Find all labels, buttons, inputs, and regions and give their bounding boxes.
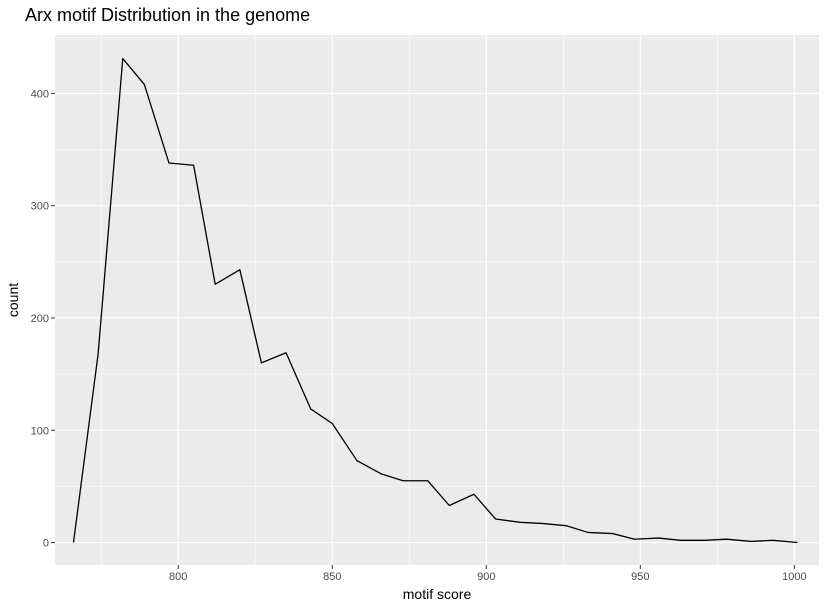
- y-tick-label: 0: [43, 538, 49, 550]
- x-tick-label: 900: [477, 571, 495, 583]
- plot-panel: [55, 35, 819, 565]
- y-tick-label: 300: [31, 201, 49, 213]
- x-tick-label: 850: [323, 571, 341, 583]
- y-tick-label: 200: [31, 313, 49, 325]
- x-tick-label: 1000: [782, 571, 806, 583]
- x-tick-label: 950: [631, 571, 649, 583]
- y-tick-label: 100: [31, 425, 49, 437]
- gridlines: [55, 35, 819, 565]
- x-tick-label: 800: [169, 571, 187, 583]
- y-tick-label: 400: [31, 88, 49, 100]
- chart-title: Arx motif Distribution in the genome: [25, 5, 310, 25]
- y-axis: 0 100 200 300 400: [31, 88, 55, 550]
- data-line-layer: [72, 57, 798, 544]
- series-line: [72, 57, 798, 544]
- x-axis-title: motif score: [403, 586, 472, 602]
- x-axis: 800 850 900 950 1000: [169, 565, 807, 583]
- y-axis-title: count: [5, 283, 21, 317]
